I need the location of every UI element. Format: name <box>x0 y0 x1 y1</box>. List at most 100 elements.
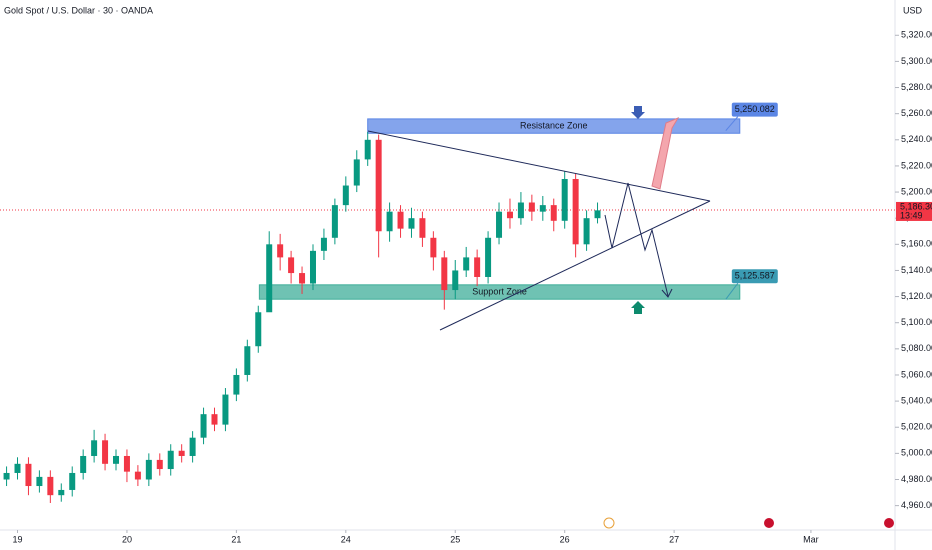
candle-body <box>178 450 185 456</box>
candle-body <box>222 394 229 425</box>
candle-body <box>485 237 492 277</box>
y-tick-label: 5,060.000 <box>901 369 932 379</box>
candle-body <box>69 472 76 490</box>
bull-arrow <box>651 116 680 190</box>
candle-body <box>364 139 371 160</box>
candle-body <box>594 210 601 219</box>
currency: USD <box>903 5 923 15</box>
event-icon <box>603 517 615 529</box>
candle-body <box>36 476 43 487</box>
candle-body <box>277 244 284 258</box>
y-tick-label: 5,220.000 <box>901 160 932 170</box>
candle-body <box>386 211 393 232</box>
candle-body <box>353 159 360 186</box>
candle-body <box>113 455 120 464</box>
y-tick-label: 5,260.000 <box>901 108 932 118</box>
candle-body <box>255 312 262 347</box>
zone <box>258 284 741 300</box>
candle-body <box>288 257 295 274</box>
y-tick-label: 5,000.000 <box>901 448 932 458</box>
candle-body <box>506 211 513 219</box>
price-callout <box>731 102 778 117</box>
x-tick-label: 27 <box>669 534 679 544</box>
candle-body <box>91 440 98 456</box>
candle-body <box>47 476 54 496</box>
candle-body <box>463 257 470 271</box>
candle-body <box>123 455 130 472</box>
countdown: 13:49 <box>900 210 923 220</box>
candle-body <box>452 270 459 291</box>
current-price-label: 5,186.305 <box>900 201 932 211</box>
y-tick-label: 5,140.000 <box>901 265 932 275</box>
candle-body <box>397 211 404 229</box>
candle-body <box>550 205 557 221</box>
x-tick-label: 19 <box>13 534 23 544</box>
x-tick-label: 26 <box>560 534 570 544</box>
zone-label: Support Zone <box>472 286 527 296</box>
candle-body <box>528 202 535 212</box>
candle-body <box>496 211 503 238</box>
trend-line <box>367 130 711 202</box>
candle-body <box>320 237 327 251</box>
chart-title: Gold Spot / U.S. Dollar · 30 · OANDA <box>4 5 153 15</box>
candle-body <box>80 455 87 473</box>
x-tick-label: 25 <box>450 534 460 544</box>
y-tick-label: 5,020.000 <box>901 422 932 432</box>
y-tick-label: 5,300.000 <box>901 56 932 66</box>
zone-label: Resistance Zone <box>520 120 588 130</box>
candle-body <box>167 450 174 470</box>
price-callout-label: 5,125.587 <box>735 271 775 281</box>
candle-body <box>266 244 273 313</box>
candle-body <box>244 346 251 375</box>
candle-body <box>561 178 568 221</box>
candle-body <box>156 459 163 470</box>
candle-body <box>102 440 109 464</box>
candle-body <box>233 374 240 395</box>
zone <box>367 118 741 134</box>
candle-body <box>309 250 316 284</box>
candle-body <box>189 437 196 456</box>
candle-body <box>430 237 437 258</box>
trend-line <box>439 200 711 331</box>
price-callout <box>731 269 778 284</box>
x-tick-label: 24 <box>341 534 351 544</box>
y-tick-label: 5,240.000 <box>901 134 932 144</box>
candle-body <box>419 218 426 238</box>
y-tick-label: 5,200.000 <box>901 186 932 196</box>
pattern <box>367 130 711 331</box>
y-tick-label: 5,160.000 <box>901 239 932 249</box>
candle-body <box>134 471 141 480</box>
candle-body <box>3 472 10 480</box>
y-tick-label: 5,320.000 <box>901 30 932 40</box>
candle-body <box>583 218 590 245</box>
current-price-box <box>896 201 932 221</box>
callout-line <box>725 116 739 131</box>
candle-body <box>408 218 415 229</box>
candle-body <box>299 273 306 284</box>
x-tick-label: 21 <box>231 534 241 544</box>
candle-body <box>200 414 207 438</box>
down-marker <box>631 106 645 119</box>
flag-icon <box>884 518 894 528</box>
arrow-head <box>661 288 673 298</box>
x-tick-label: 20 <box>122 534 132 544</box>
candle-body <box>572 178 579 245</box>
price-callout-label: 5,250.082 <box>735 104 775 114</box>
candle-body <box>474 257 481 277</box>
callout-line <box>725 282 739 300</box>
candle-body <box>145 459 152 480</box>
candle-body <box>375 139 382 232</box>
y-tick-label: 4,980.000 <box>901 474 932 484</box>
y-tick-label: 4,960.000 <box>901 500 932 510</box>
candle-body <box>14 463 21 473</box>
candle-body <box>211 414 218 425</box>
y-tick-label: 5,040.000 <box>901 395 932 405</box>
y-tick-label: 5,100.000 <box>901 317 932 327</box>
projection <box>604 182 669 297</box>
candle-body <box>342 185 349 206</box>
y-tick-label: 5,280.000 <box>901 82 932 92</box>
candle-body <box>25 463 32 487</box>
y-tick-label: 5,120.000 <box>901 291 932 301</box>
candle-body <box>331 205 338 238</box>
